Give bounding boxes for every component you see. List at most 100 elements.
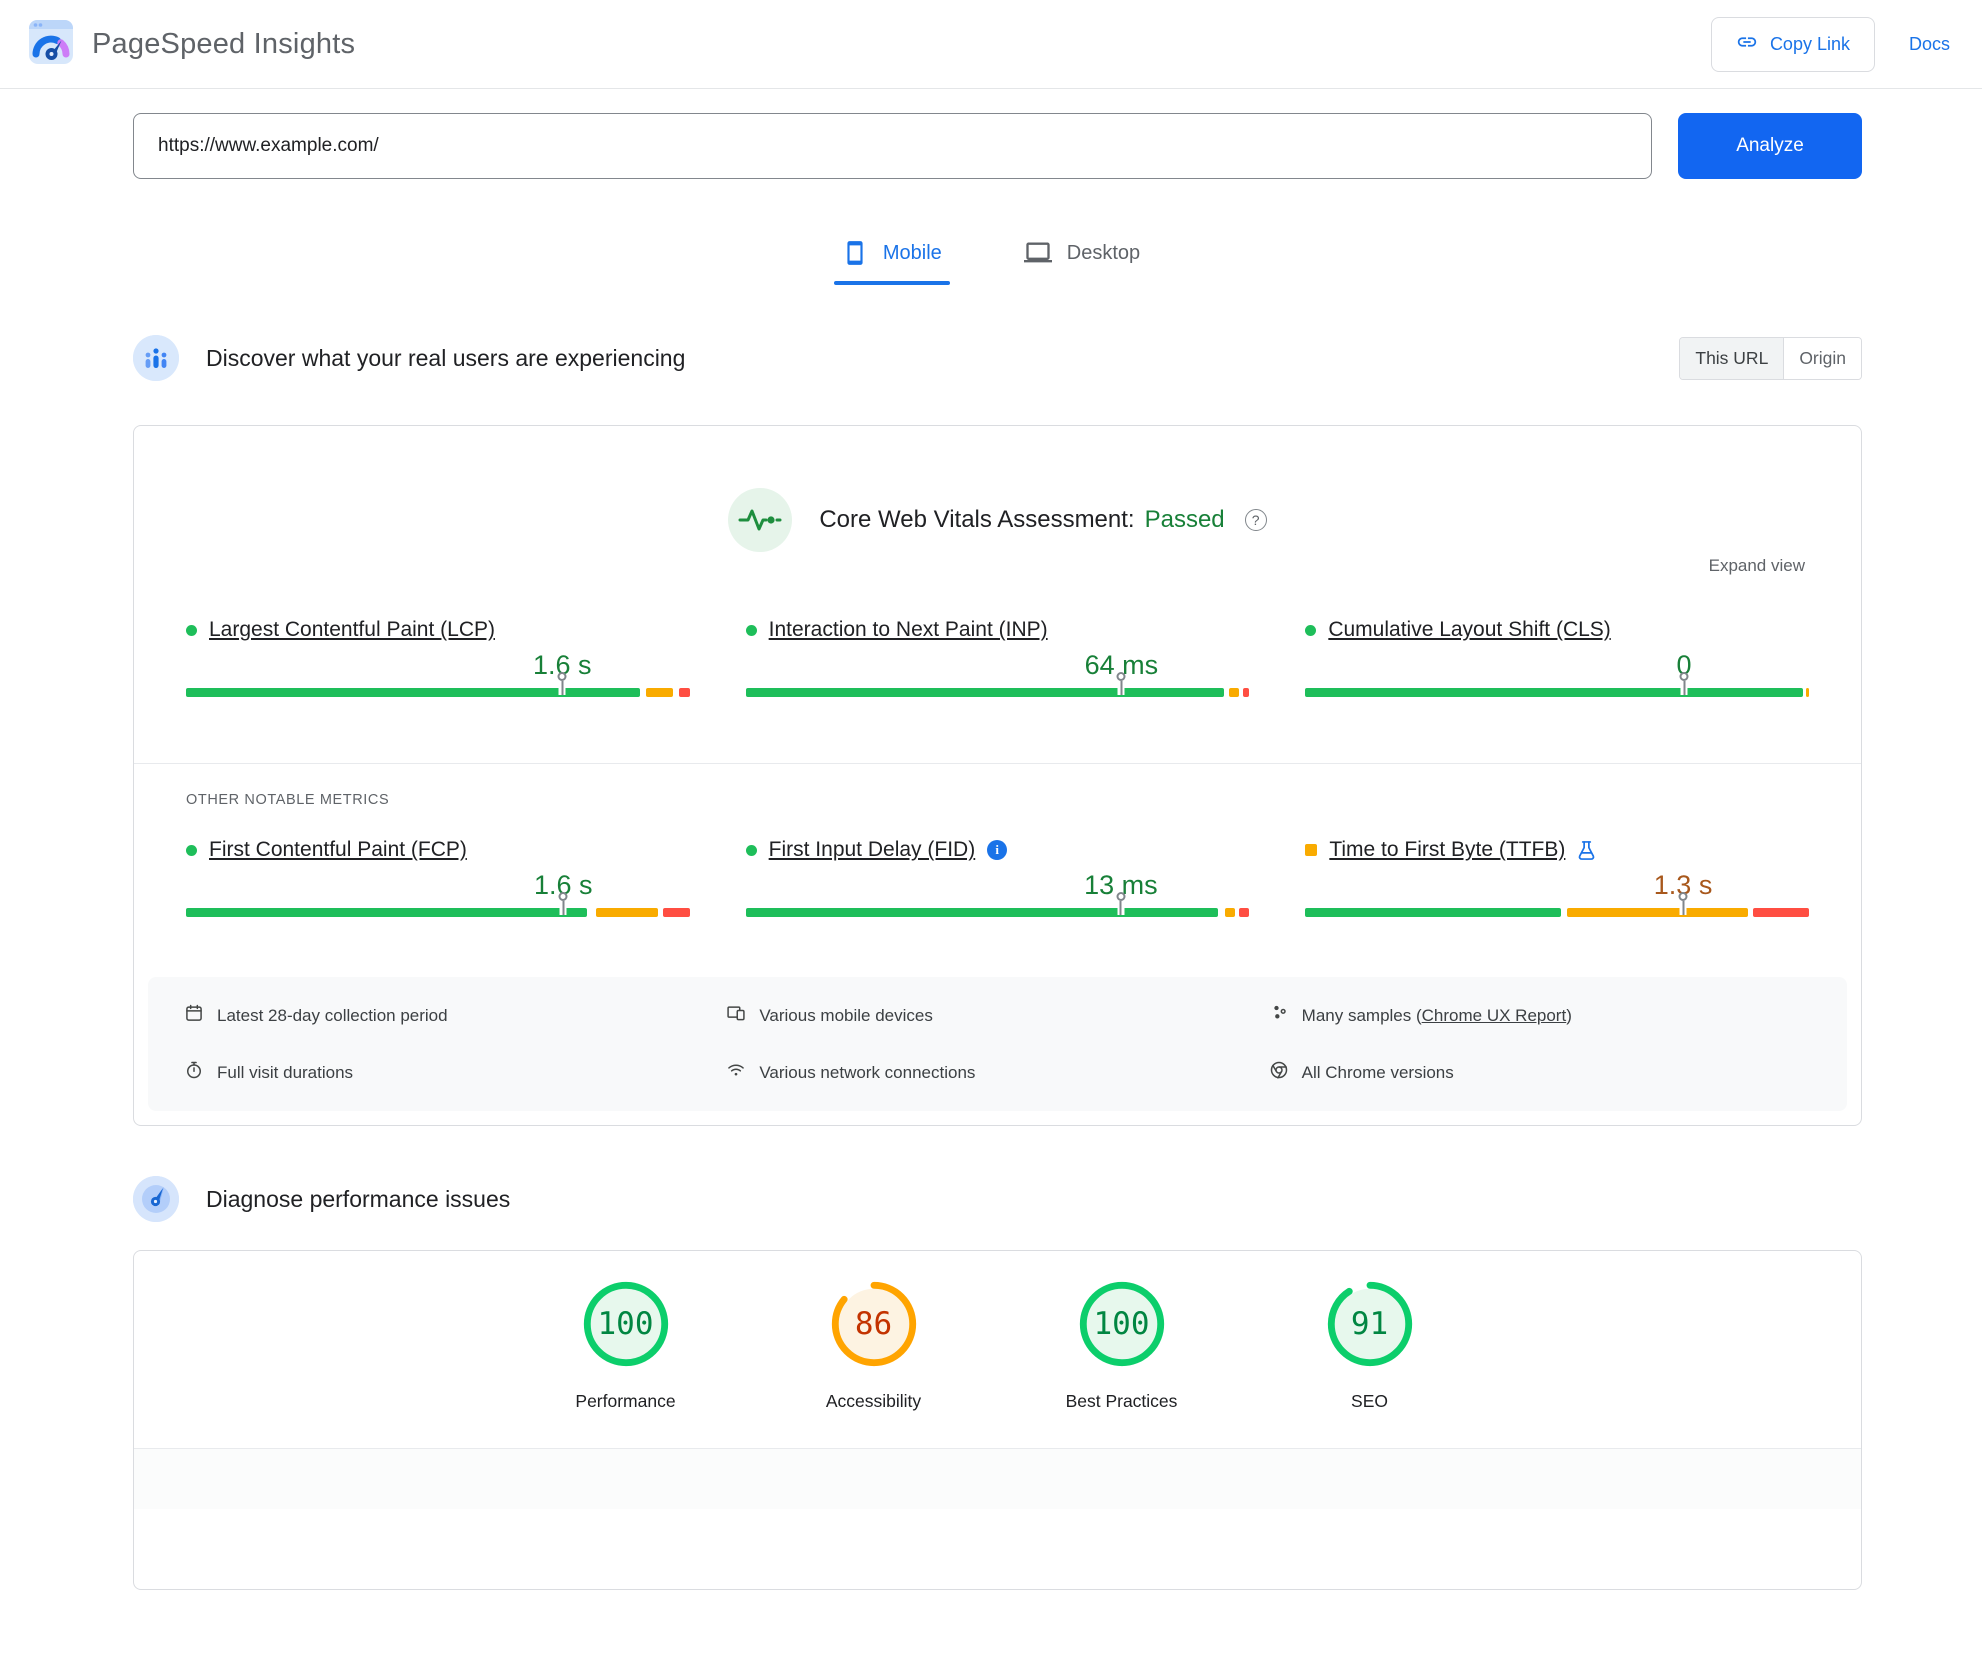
metric-marker-pin xyxy=(1678,892,1688,915)
metric-marker-pin xyxy=(1679,672,1689,695)
crux-report-link[interactable]: Chrome UX Report xyxy=(1421,1005,1567,1025)
bar-segment-orange xyxy=(646,688,673,697)
gauge-accessibility[interactable]: 86 Accessibility xyxy=(798,1281,950,1412)
metric-status-dot xyxy=(1305,624,1317,636)
metric-inp-distribution-bar xyxy=(745,672,1250,697)
metric-fcp: First Contentful Paint (FCP) 1.6 s xyxy=(186,838,690,925)
bar-segment-orange xyxy=(595,908,659,917)
lab-data-card: 100 Performance 86 Accessibility 100 xyxy=(133,1250,1862,1590)
lab-card-divider xyxy=(134,1448,1861,1449)
metric-cls-distribution-bar xyxy=(1305,672,1809,697)
bar-segment-green xyxy=(745,908,1219,917)
help-icon[interactable]: ? xyxy=(1244,509,1267,531)
bar-segment-orange xyxy=(1805,688,1809,697)
metric-marker-pin xyxy=(1116,672,1126,695)
metric-ttfb-distribution-bar xyxy=(1305,892,1809,917)
docs-link[interactable]: Docs xyxy=(1908,33,1950,54)
pagespeed-logo-icon xyxy=(28,19,74,70)
devices-icon xyxy=(726,1003,746,1028)
metric-lcp-link[interactable]: Largest Contentful Paint (LCP) xyxy=(209,618,495,641)
metric-status-dot xyxy=(745,624,757,636)
gauge-icon xyxy=(133,1176,179,1222)
score-label: SEO xyxy=(1351,1391,1388,1411)
metric-ttfb-link[interactable]: Time to First Byte (TTFB) xyxy=(1329,838,1566,861)
metric-fid-link[interactable]: First Input Delay (FID) xyxy=(768,838,976,861)
calendar-icon xyxy=(184,1003,204,1028)
pulse-icon xyxy=(728,488,793,552)
field-section-header: Discover what your real users are experi… xyxy=(133,335,1862,381)
smartphone-icon xyxy=(842,240,868,266)
tab-mobile[interactable]: Mobile xyxy=(833,229,950,285)
analyze-button[interactable]: Analyze xyxy=(1678,113,1862,179)
brand: PageSpeed Insights xyxy=(28,19,355,70)
footnote-text: All Chrome versions xyxy=(1301,1062,1454,1082)
metric-fid-distribution-bar xyxy=(745,892,1250,917)
other-metrics-label: OTHER NOTABLE METRICS xyxy=(186,792,390,808)
tab-desktop[interactable]: Desktop xyxy=(1016,229,1148,285)
lab-card-next-section xyxy=(134,1449,1861,1509)
metric-status-dot xyxy=(186,624,197,636)
footnote-text: Various mobile devices xyxy=(759,1005,933,1025)
metric-fid: First Input Delay (FID) 13 ms xyxy=(745,838,1250,925)
app-header: PageSpeed Insights Copy Link Docs xyxy=(0,0,1982,89)
scope-toggle: This URL Origin xyxy=(1679,336,1862,380)
gauge-best-practices[interactable]: 100 Best Practices xyxy=(1046,1281,1198,1412)
footnote-text: Various network connections xyxy=(759,1062,976,1082)
info-icon[interactable] xyxy=(987,840,1008,860)
bar-segment-orange xyxy=(1225,908,1236,917)
metric-ttfb: Time to First Byte (TTFB) 1.3 s xyxy=(1305,838,1809,925)
link-icon xyxy=(1736,31,1758,58)
score-label: Accessibility xyxy=(825,1391,922,1411)
score-value: 100 xyxy=(1093,1306,1150,1342)
experimental-flask-icon[interactable] xyxy=(1577,840,1596,861)
score-value: 91 xyxy=(1350,1306,1389,1342)
field-section-title: Discover what your real users are experi… xyxy=(206,344,686,371)
metric-cls: Cumulative Layout Shift (CLS) 0 xyxy=(1305,618,1809,705)
gauge-performance[interactable]: 100 Performance xyxy=(550,1281,702,1412)
cwv-assessment-header: Core Web Vitals Assessment: Passed ? xyxy=(134,426,1861,552)
bar-segment-green xyxy=(1305,908,1561,917)
score-label: Performance xyxy=(575,1391,676,1411)
other-metrics-row: First Contentful Paint (FCP) 1.6 s First… xyxy=(134,808,1861,925)
bar-segment-orange xyxy=(1228,688,1240,697)
metric-inp-link[interactable]: Interaction to Next Paint (INP) xyxy=(768,618,1048,641)
metric-marker-pin xyxy=(557,672,567,695)
bar-segment-green xyxy=(745,688,1224,697)
expand-view-link[interactable]: Expand view xyxy=(1708,556,1805,575)
toggle-this-url[interactable]: This URL xyxy=(1680,337,1785,379)
metric-marker-pin xyxy=(558,892,568,915)
url-bar: Analyze xyxy=(133,113,1862,179)
footnote-text: Many samples (Chrome UX Report) xyxy=(1302,1006,1572,1026)
metric-cls-link[interactable]: Cumulative Layout Shift (CLS) xyxy=(1328,618,1611,641)
metric-status-square xyxy=(1305,844,1318,856)
stopwatch-icon xyxy=(184,1060,204,1085)
footnote-network: Various network connections xyxy=(726,1060,1268,1085)
score-value: 86 xyxy=(854,1306,893,1342)
toggle-origin[interactable]: Origin xyxy=(1784,337,1861,379)
bar-segment-red xyxy=(678,688,690,697)
url-input[interactable] xyxy=(133,113,1652,179)
bar-segment-red xyxy=(1239,908,1250,917)
bar-segment-red xyxy=(1243,688,1250,697)
footnote-durations: Full visit durations xyxy=(184,1060,726,1085)
field-data-card: Core Web Vitals Assessment: Passed ? Exp… xyxy=(133,425,1862,1126)
metric-status-dot xyxy=(745,844,757,856)
metric-lcp: Largest Contentful Paint (LCP) 1.6 s xyxy=(186,618,690,705)
tab-mobile-label: Mobile xyxy=(882,241,942,264)
bar-segment-green xyxy=(1305,688,1803,697)
score-label: Best Practices xyxy=(1065,1391,1178,1411)
metric-status-dot xyxy=(186,844,197,856)
metric-fcp-link[interactable]: First Contentful Paint (FCP) xyxy=(209,838,467,861)
gauge-seo[interactable]: 91 SEO xyxy=(1294,1281,1446,1412)
laptop-icon xyxy=(1023,239,1052,267)
metric-fcp-distribution-bar xyxy=(186,892,690,917)
core-metrics-row: Largest Contentful Paint (LCP) 1.6 s Int… xyxy=(134,576,1861,705)
copy-link-button[interactable]: Copy Link xyxy=(1710,16,1875,72)
chrome-icon xyxy=(1269,1060,1289,1085)
score-value: 100 xyxy=(597,1306,654,1342)
footnote-collection-period: Latest 28-day collection period xyxy=(184,1003,726,1028)
bar-segment-green xyxy=(186,688,641,697)
footnote-suffix: ) xyxy=(1566,1005,1572,1025)
tab-desktop-label: Desktop xyxy=(1066,241,1141,264)
lab-section-header: Diagnose performance issues xyxy=(133,1176,1862,1222)
